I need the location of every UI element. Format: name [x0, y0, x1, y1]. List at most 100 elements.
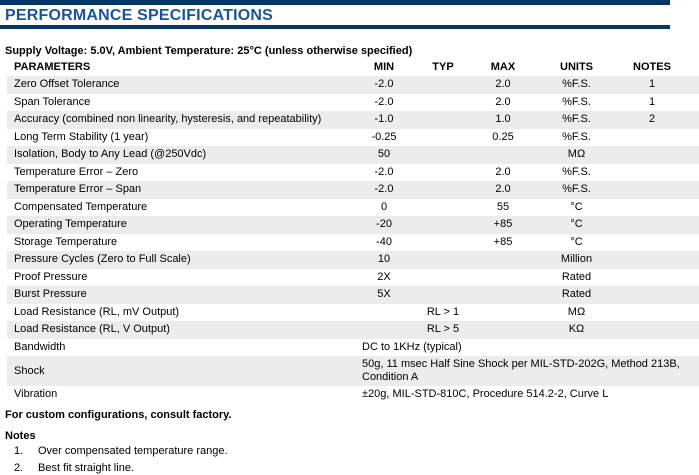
- max-cell: 0.25: [492, 130, 514, 143]
- header-bottom-rule: [0, 25, 670, 29]
- units-cell: %F.S.: [562, 165, 591, 178]
- units-cell: Million: [560, 253, 593, 266]
- table-row: Long Term Stability (1 year) -0.25 0.25 %F.…: [7, 129, 699, 147]
- header-max: MAX: [490, 61, 516, 73]
- min-cell: 2X: [377, 270, 391, 283]
- header-units: UNITS: [560, 61, 593, 73]
- units-cell: %F.S.: [562, 78, 591, 91]
- param-cell: Accuracy (combined non linearity, hyster…: [14, 113, 322, 126]
- spec-table: PARAMETERS MIN TYP MAX UNITS NOTES Zero …: [0, 59, 699, 475]
- param-cell: Load Resistance (RL, mV Output): [14, 305, 180, 318]
- min-cell: 0: [380, 200, 388, 213]
- max-cell: +85: [493, 235, 513, 248]
- max-cell: 2.0: [495, 165, 511, 178]
- param-cell: Compensated Temperature: [14, 200, 148, 213]
- units-cell: °C: [570, 218, 583, 231]
- table-row: Load Resistance (RL, mV Output) RL > 1 MΩ: [7, 304, 699, 322]
- test-conditions-line: Supply Voltage: 5.0V, Ambient Temperatur…: [5, 45, 413, 57]
- param-cell: Operating Temperature: [14, 218, 127, 231]
- header-parameters: PARAMETERS: [14, 61, 91, 73]
- header-typ: TYP: [432, 61, 454, 73]
- param-cell: Storage Temperature: [14, 235, 118, 248]
- notes-list: 1. Over compensated temperature range. 2. B…: [5, 445, 699, 475]
- table-row: Isolation, Body to Any Lead (@250Vdc) 50 M…: [7, 146, 699, 164]
- notes-cell: 1: [648, 95, 656, 108]
- min-cell: -1.0: [374, 113, 394, 126]
- max-cell: 1.0: [495, 113, 511, 126]
- table-row: Operating Temperature -20 +85 °C: [7, 216, 699, 234]
- table-row: Accuracy (combined non linearity, hyster…: [7, 111, 699, 129]
- table-row: Proof Pressure 2X Rated: [7, 269, 699, 287]
- max-cell: +85: [493, 218, 513, 231]
- note-text: Over compensated temperature range.: [38, 445, 228, 457]
- table-row: Storage Temperature -40 +85 °C: [7, 234, 699, 252]
- param-cell: Temperature Error – Span: [14, 183, 142, 196]
- units-cell: Rated: [561, 270, 592, 283]
- note-number: 2.: [14, 461, 24, 474]
- table-row: Vibration ±20g, MIL-STD-810C, Procedure 5…: [7, 386, 699, 404]
- table-row: Load Resistance (RL, V Output) RL > 5 KΩ: [7, 321, 699, 339]
- units-cell: %F.S.: [562, 113, 591, 126]
- page-title: PERFORMANCE SPECIFICATIONS: [5, 7, 274, 24]
- param-cell: Span Tolerance: [14, 95, 91, 108]
- header-min: MIN: [373, 61, 395, 73]
- min-cell: -2.0: [374, 183, 394, 196]
- param-cell: Bandwidth: [14, 340, 66, 353]
- units-cell: MΩ: [567, 305, 586, 318]
- table-body: Zero Offset Tolerance -2.0 2.0 %F.S. 1 Span T…: [0, 76, 699, 404]
- table-row: Bandwidth DC to 1KHz (typical): [7, 339, 699, 357]
- table-row: Temperature Error – Zero -2.0 2.0 %F.S.: [7, 164, 699, 182]
- typ-cell: RL > 5: [426, 323, 460, 336]
- units-cell: %F.S.: [562, 130, 591, 143]
- param-cell: Temperature Error – Zero: [14, 165, 139, 178]
- param-cell: Shock: [14, 364, 45, 377]
- min-cell: 5X: [377, 288, 391, 301]
- param-cell: Proof Pressure: [14, 270, 88, 283]
- table-row: Pressure Cycles (Zero to Full Scale) 10 Mi…: [7, 251, 699, 269]
- min-cell: -20: [376, 218, 392, 231]
- table-row: Zero Offset Tolerance -2.0 2.0 %F.S. 1: [7, 76, 699, 94]
- span-value-cell: 50g, 11 msec Half Sine Shock per MIL-STD…: [362, 358, 680, 383]
- units-cell: Rated: [561, 288, 592, 301]
- min-cell: 50: [377, 148, 391, 161]
- table-row: Temperature Error – Span -2.0 2.0 %F.S.: [7, 181, 699, 199]
- units-cell: %F.S.: [562, 95, 591, 108]
- header-top-rule: [0, 0, 670, 5]
- note-item: 2. Best fit straight line.: [5, 462, 699, 475]
- max-cell: 55: [496, 200, 510, 213]
- max-cell: 2.0: [495, 95, 511, 108]
- param-cell: Pressure Cycles (Zero to Full Scale): [14, 253, 191, 266]
- custom-config-note: For custom configurations, consult facto…: [5, 408, 232, 421]
- notes-cell: 1: [648, 78, 656, 91]
- table-row: Shock 50g, 11 msec Half Sine Shock per MI…: [7, 356, 699, 386]
- param-cell: Zero Offset Tolerance: [14, 78, 120, 91]
- max-cell: 2.0: [495, 78, 511, 91]
- note-number: 1.: [14, 445, 24, 457]
- min-cell: 10: [377, 253, 391, 266]
- param-cell: Isolation, Body to Any Lead (@250Vdc): [14, 148, 207, 161]
- units-cell: MΩ: [567, 148, 586, 161]
- note-text: Best fit straight line.: [38, 461, 134, 474]
- min-cell: -40: [376, 235, 392, 248]
- units-cell: °C: [570, 200, 583, 213]
- param-cell: Load Resistance (RL, V Output): [14, 323, 170, 336]
- units-cell: KΩ: [568, 323, 585, 336]
- min-cell: -2.0: [374, 95, 394, 108]
- param-cell: Vibration: [14, 388, 58, 401]
- span-value-cell: DC to 1KHz (typical): [362, 340, 462, 353]
- units-cell: °C: [570, 235, 583, 248]
- table-row: Burst Pressure 5X Rated: [7, 286, 699, 304]
- table-row: Span Tolerance -2.0 2.0 %F.S. 1: [7, 94, 699, 112]
- table-row: Compensated Temperature 0 55 °C: [7, 199, 699, 217]
- units-cell: %F.S.: [562, 183, 591, 196]
- span-value-cell: ±20g, MIL-STD-810C, Procedure 514.2-2, C…: [362, 388, 609, 401]
- notes-cell: 2: [648, 113, 656, 126]
- notes-title: Notes: [5, 429, 36, 442]
- table-header-row: PARAMETERS MIN TYP MAX UNITS NOTES: [7, 59, 699, 76]
- min-cell: -2.0: [374, 78, 394, 91]
- header-notes: NOTES: [633, 61, 671, 73]
- max-cell: 2.0: [495, 183, 511, 196]
- param-cell: Long Term Stability (1 year): [14, 130, 149, 143]
- min-cell: -0.25: [371, 130, 397, 143]
- param-cell: Burst Pressure: [14, 288, 87, 301]
